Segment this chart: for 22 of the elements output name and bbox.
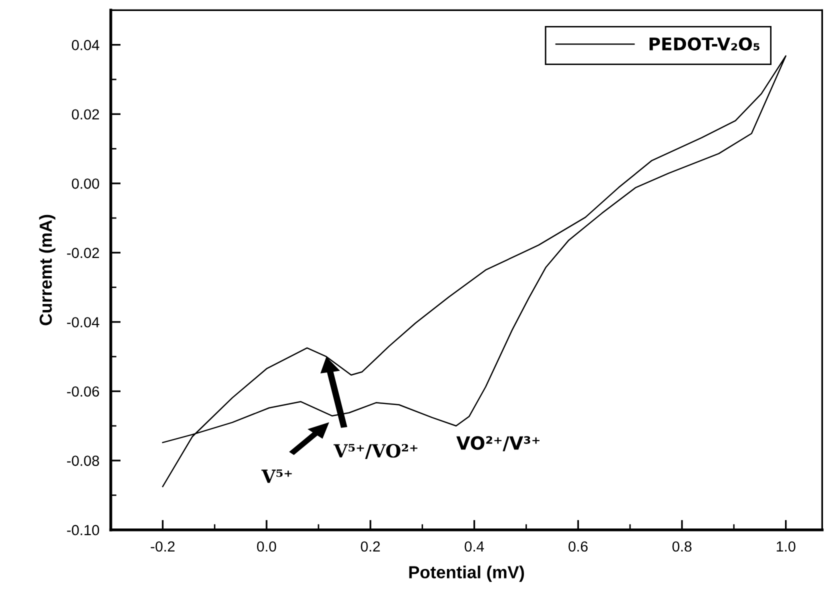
annotation: VO²⁺/V³⁺ [456, 436, 540, 452]
y-tick-label: -0.04 [67, 317, 100, 328]
y-tick-label: -0.10 [67, 524, 100, 536]
x-tick-label: 0.2 [360, 541, 380, 552]
y-tick-label: 0.02 [72, 109, 99, 120]
annotation: V⁵⁺ [261, 469, 292, 483]
y-tick-label: 0.00 [72, 178, 100, 189]
x-tick-label: 0.8 [672, 541, 692, 552]
y-tick-label: -0.02 [67, 248, 99, 258]
y-tick-label: 0.04 [72, 40, 100, 50]
y-axis-title: Curremt (mA) [39, 214, 56, 326]
x-tick-label: -0.2 [150, 541, 175, 552]
y-tick-label: -0.06 [67, 386, 100, 397]
x-axis-title: Potential (mV) [409, 566, 524, 582]
x-tick-label: 0.4 [464, 541, 484, 552]
line-series [162, 55, 786, 488]
x-tick-label: 0.0 [257, 541, 276, 552]
x-tick-label: 0.6 [568, 541, 588, 552]
annotation: V⁵⁺/VO²⁺ [334, 444, 418, 460]
x-tick-label: 1.0 [776, 541, 796, 552]
y-tick-label: -0.08 [67, 456, 100, 466]
legend-label: PEDOT-V₂O₅ [650, 37, 760, 50]
